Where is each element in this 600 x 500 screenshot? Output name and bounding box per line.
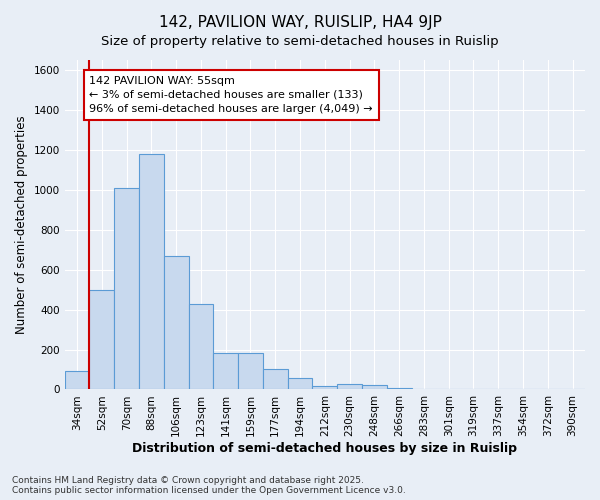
Bar [313, 386, 337, 390]
Text: 142, PAVILION WAY, RUISLIP, HA4 9JP: 142, PAVILION WAY, RUISLIP, HA4 9JP [158, 15, 442, 30]
Bar [362, 386, 387, 390]
Bar [65, 372, 89, 390]
Bar [263, 370, 287, 390]
Bar [139, 154, 164, 390]
Text: Size of property relative to semi-detached houses in Ruislip: Size of property relative to semi-detach… [101, 35, 499, 48]
Bar [164, 256, 188, 390]
Bar [337, 384, 362, 390]
Bar [188, 304, 214, 390]
Y-axis label: Number of semi-detached properties: Number of semi-detached properties [15, 116, 28, 334]
X-axis label: Distribution of semi-detached houses by size in Ruislip: Distribution of semi-detached houses by … [133, 442, 517, 455]
Text: Contains HM Land Registry data © Crown copyright and database right 2025.
Contai: Contains HM Land Registry data © Crown c… [12, 476, 406, 495]
Bar [387, 388, 412, 390]
Bar [238, 352, 263, 390]
Bar [287, 378, 313, 390]
Text: 142 PAVILION WAY: 55sqm
← 3% of semi-detached houses are smaller (133)
96% of se: 142 PAVILION WAY: 55sqm ← 3% of semi-det… [89, 76, 373, 114]
Bar [89, 290, 114, 390]
Bar [114, 188, 139, 390]
Bar [214, 352, 238, 390]
